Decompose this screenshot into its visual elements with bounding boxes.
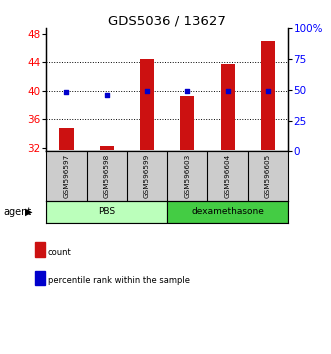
- Text: PBS: PBS: [98, 207, 115, 216]
- Point: [64, 90, 69, 95]
- Text: agent: agent: [3, 207, 31, 217]
- Point: [144, 88, 150, 94]
- Text: GSM596598: GSM596598: [104, 154, 110, 198]
- Text: GSM596603: GSM596603: [184, 154, 190, 198]
- Bar: [261, 41, 275, 150]
- Text: GSM596597: GSM596597: [64, 154, 70, 198]
- Bar: [100, 146, 114, 150]
- Text: GSM596605: GSM596605: [265, 154, 271, 198]
- Text: count: count: [48, 248, 72, 257]
- Point: [225, 88, 230, 94]
- Bar: [220, 64, 235, 150]
- Text: dexamethasone: dexamethasone: [191, 207, 264, 216]
- Point: [185, 88, 190, 94]
- Text: GSM596599: GSM596599: [144, 154, 150, 198]
- Title: GDS5036 / 13627: GDS5036 / 13627: [108, 14, 226, 27]
- Bar: [46, 201, 167, 223]
- Point: [265, 88, 270, 94]
- Bar: [35, 242, 45, 257]
- Bar: [60, 128, 73, 150]
- Text: ▶: ▶: [25, 207, 32, 217]
- Text: GSM596604: GSM596604: [224, 154, 231, 198]
- Bar: [180, 96, 194, 150]
- Point: [104, 92, 109, 98]
- Bar: [167, 201, 288, 223]
- Bar: [140, 59, 154, 150]
- Text: percentile rank within the sample: percentile rank within the sample: [48, 276, 190, 285]
- Bar: [35, 271, 45, 285]
